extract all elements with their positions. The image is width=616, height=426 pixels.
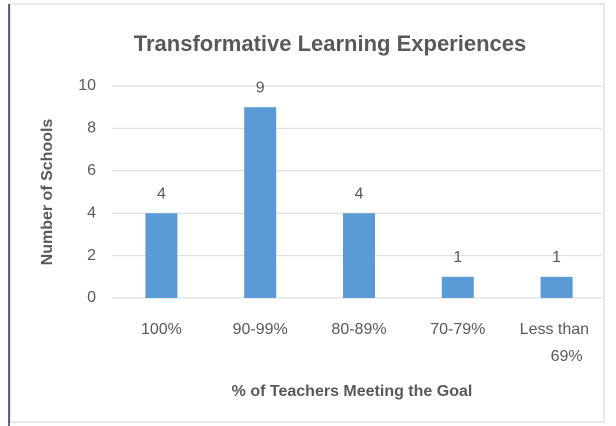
x-tick-label: 80-89%	[331, 321, 386, 338]
data-label: 4	[355, 185, 364, 202]
y-tick-label: 4	[87, 204, 96, 221]
y-tick-label: 10	[78, 77, 96, 94]
x-tick-label: Less than 69%	[520, 321, 594, 365]
data-label: 1	[453, 249, 462, 266]
y-tick-label: 0	[87, 289, 96, 306]
bar	[441, 276, 474, 298]
x-tick-label: 100%	[141, 321, 182, 338]
x-tick-label: 90-99%	[233, 321, 288, 338]
data-label: 9	[256, 79, 265, 96]
y-tick-label: 8	[87, 120, 96, 137]
y-tick-label: 6	[87, 162, 96, 179]
x-tick-label: 70-79%	[430, 321, 485, 338]
data-label: 1	[552, 249, 561, 266]
bar	[343, 213, 375, 298]
y-axis-title: Number of Schools	[39, 119, 56, 266]
data-label: 4	[157, 185, 166, 202]
bar	[145, 213, 178, 298]
x-axis-title: % of Teachers Meeting the Goal	[232, 383, 473, 400]
chart-title: Transformative Learning Experiences	[134, 31, 527, 56]
bar	[244, 107, 277, 298]
bar	[540, 276, 573, 298]
y-tick-label: 2	[87, 247, 96, 264]
